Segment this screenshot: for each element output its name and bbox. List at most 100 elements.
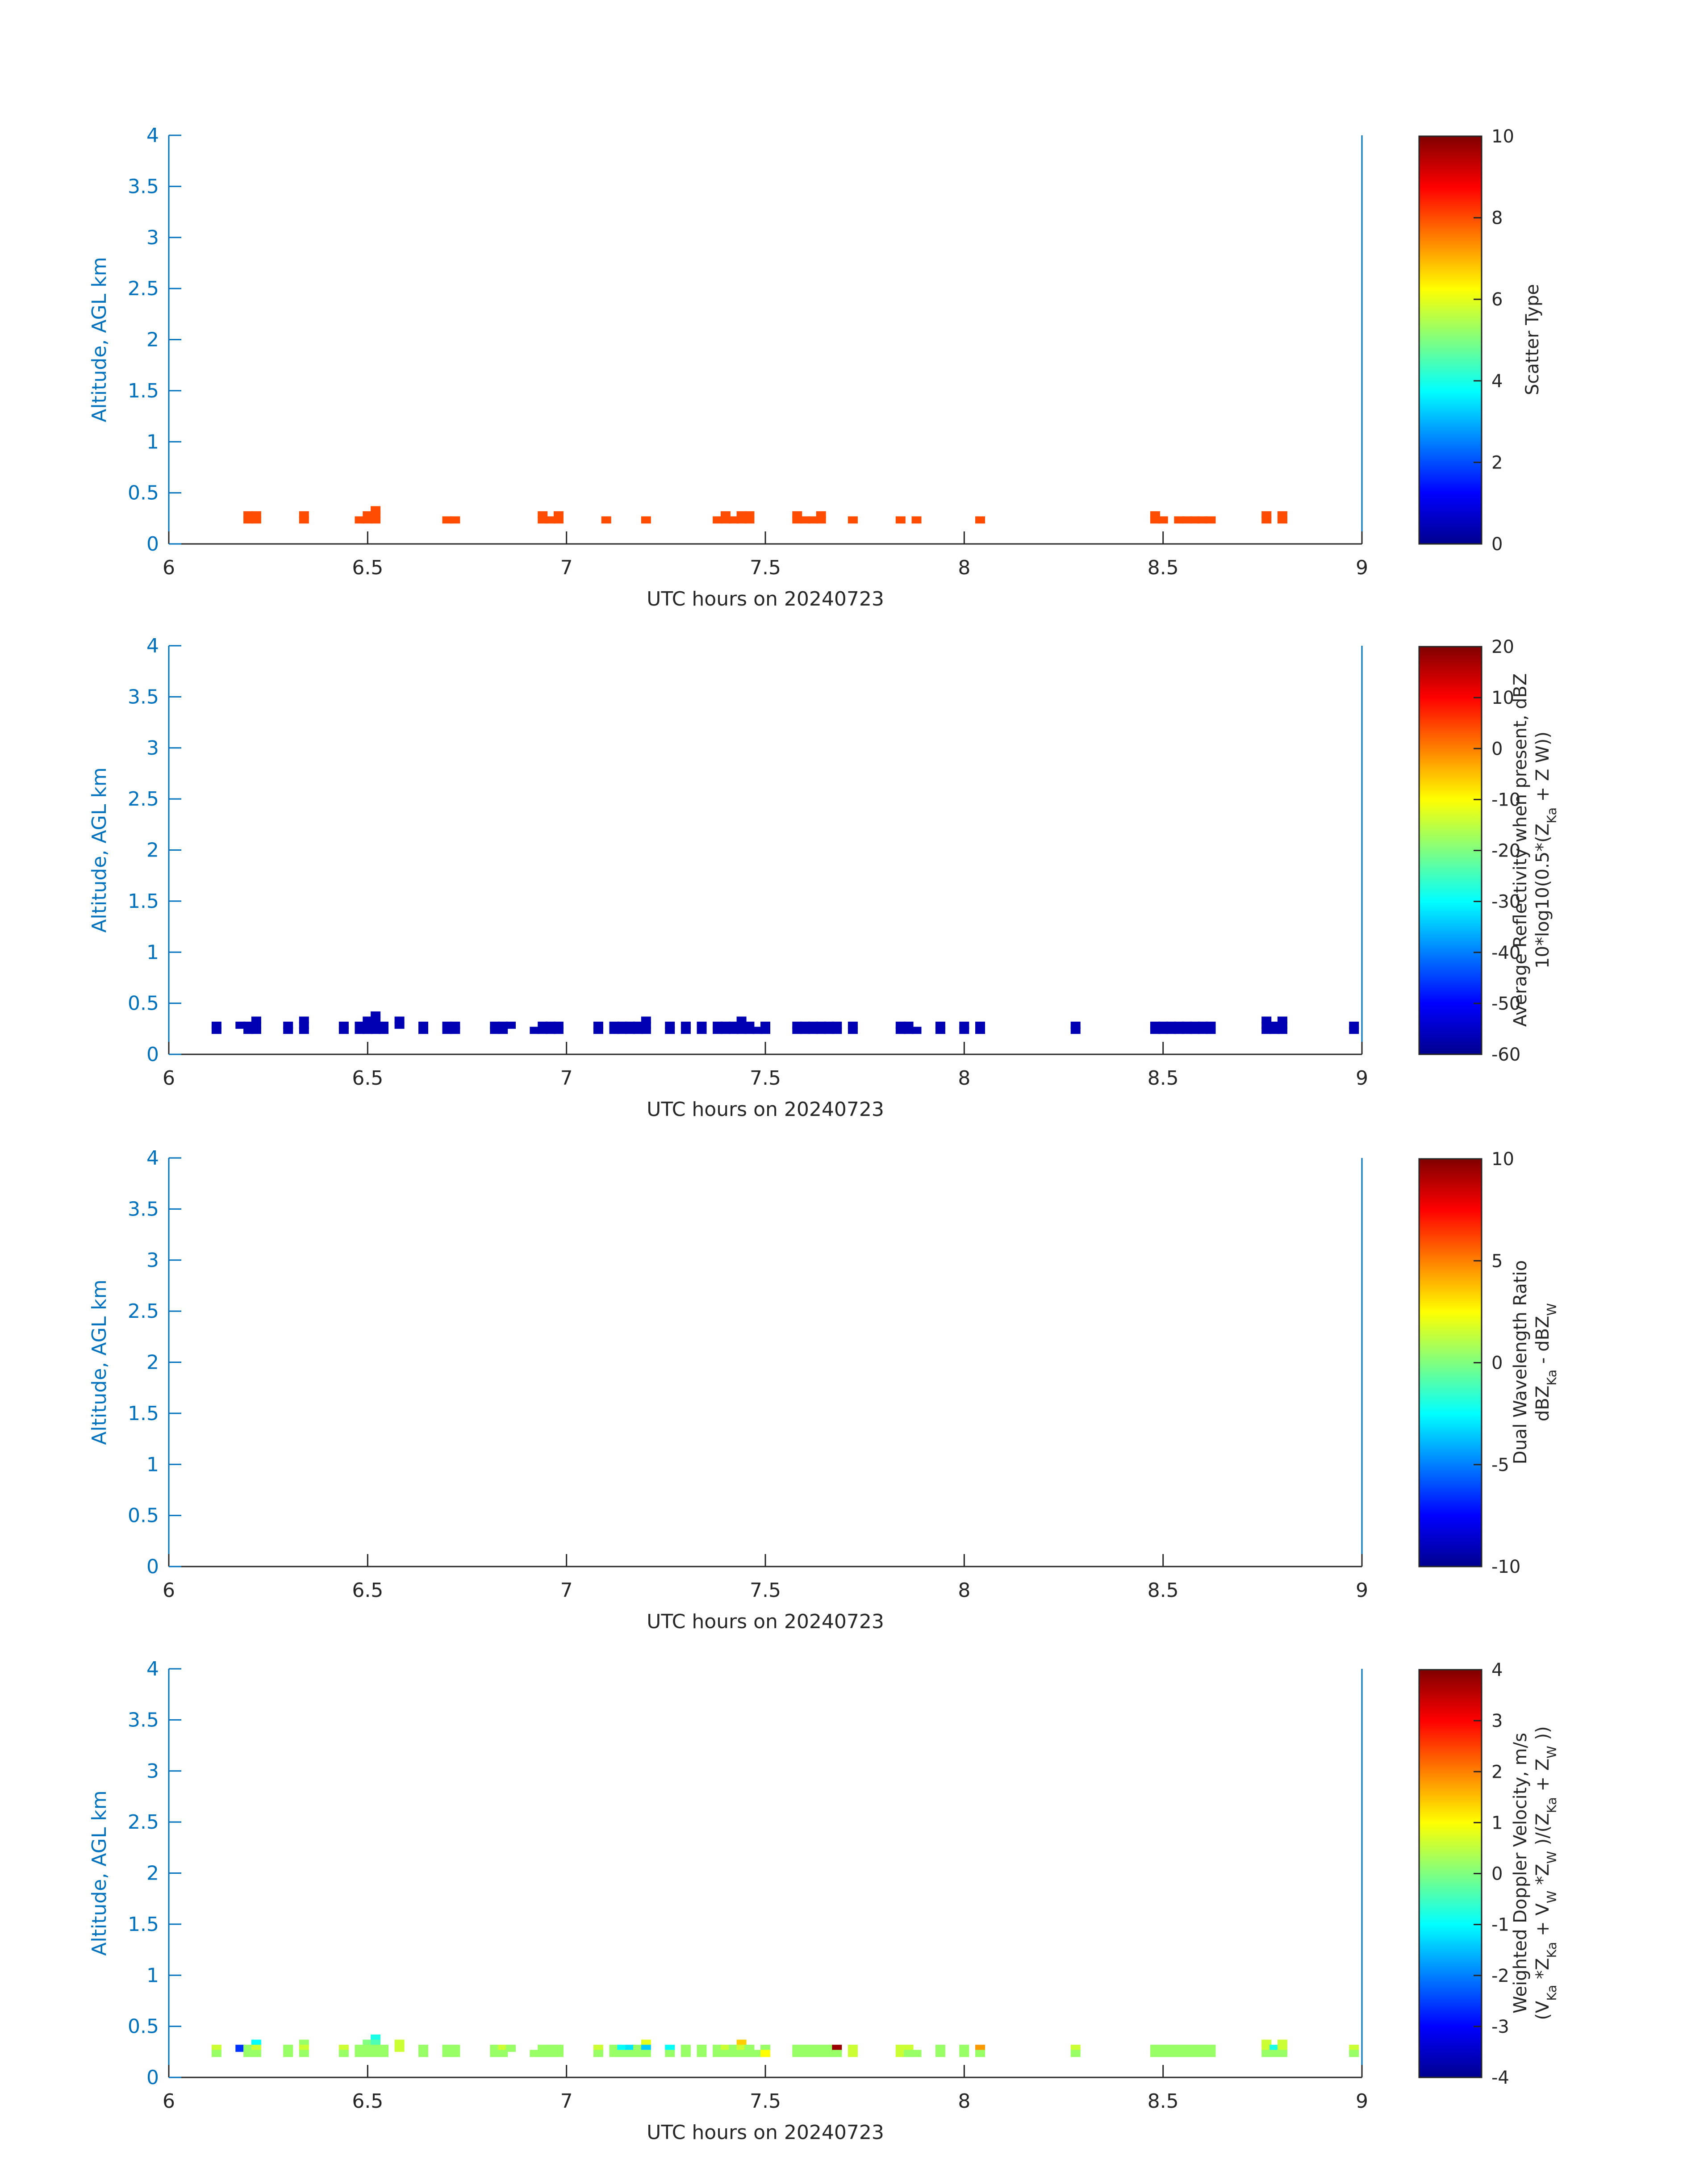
x-tick-label: 7 bbox=[560, 1579, 573, 1602]
heatmap-cell bbox=[394, 2044, 405, 2052]
heatmap-cell bbox=[752, 2050, 763, 2057]
heatmap-cell bbox=[211, 2050, 221, 2057]
x-tick-label: 9 bbox=[1356, 1067, 1368, 1090]
x-tick-label: 9 bbox=[1356, 1579, 1368, 1602]
heatmap-cell bbox=[251, 1027, 261, 1034]
panels-container: 6 6.5 7 7.5 8 8.5 9 0 0.5 1 1.5 2 2.5 3 3.5 4 UTC hours … bbox=[88, 124, 1559, 2144]
y-tick-label: 3.5 bbox=[128, 175, 159, 198]
y-tick-label: 0.5 bbox=[128, 482, 159, 505]
heatmap-cell bbox=[251, 2050, 261, 2057]
heatmap-cell bbox=[490, 1027, 500, 1034]
heatmap-cell bbox=[681, 2050, 691, 2057]
heatmap-cell bbox=[1070, 2050, 1081, 2057]
x-tick-label: 8.5 bbox=[1148, 556, 1179, 579]
colorbar-tick-label: -1 bbox=[1491, 1915, 1509, 1935]
heatmap-cell bbox=[744, 516, 755, 524]
colorbar-tick-label: -30 bbox=[1491, 892, 1520, 912]
heatmap-cell bbox=[538, 1027, 548, 1034]
heatmap-cell bbox=[713, 1027, 723, 1034]
y-tick-label: 1.5 bbox=[128, 890, 159, 913]
heatmap-cell bbox=[911, 2050, 922, 2057]
x-tick-label: 7.5 bbox=[750, 1579, 781, 1602]
colorbar-tick-label: 10 bbox=[1491, 126, 1514, 147]
heatmap-cell bbox=[379, 1027, 388, 1034]
y-tick-label: 2.5 bbox=[128, 788, 159, 811]
colorbar-tick-label: 8 bbox=[1491, 208, 1503, 229]
heatmap-cell bbox=[355, 516, 365, 524]
plot-area bbox=[169, 135, 1362, 544]
x-tick-label: 6 bbox=[163, 1067, 175, 1090]
colorbar-tick-label: 2 bbox=[1491, 452, 1503, 473]
heatmap-cell bbox=[1166, 2050, 1176, 2057]
y-tick-label: 3 bbox=[146, 1760, 159, 1783]
heatmap-cell bbox=[251, 516, 261, 524]
heatmap-cell bbox=[665, 1027, 675, 1034]
heatmap-cell bbox=[553, 516, 564, 524]
heatmap-cell bbox=[625, 2050, 635, 2057]
y-tick-label: 1 bbox=[146, 1453, 159, 1476]
heatmap-cell bbox=[792, 516, 802, 524]
heatmap-cell bbox=[792, 1027, 802, 1034]
y-tick-label: 1.5 bbox=[128, 380, 159, 402]
y-tick-label: 2.5 bbox=[128, 1811, 159, 1834]
heatmap-cell bbox=[728, 2050, 739, 2057]
heatmap-cell bbox=[720, 516, 731, 524]
colorbar bbox=[1418, 135, 1482, 545]
heatmap-cell bbox=[959, 2050, 969, 2057]
panel-4: 6 6.5 7 7.5 8 8.5 9 0 0.5 1 1.5 2 2.5 3 3.5 4 UTC hours … bbox=[88, 1658, 1559, 2144]
x-tick-label: 8 bbox=[958, 2090, 970, 2113]
heatmap-cell bbox=[450, 2050, 460, 2057]
heatmap-cell bbox=[363, 2050, 373, 2057]
colorbar-tick-label: 0 bbox=[1491, 739, 1503, 759]
x-tick-label: 8 bbox=[958, 1579, 970, 1602]
panel-2: 6 6.5 7 7.5 8 8.5 9 0 0.5 1 1.5 2 2.5 3 3.5 4 UTC hours … bbox=[88, 635, 1559, 1121]
heatmap-cell bbox=[975, 1027, 985, 1034]
heatmap-cell bbox=[911, 1027, 922, 1034]
heatmap-cell bbox=[800, 1027, 810, 1034]
x-tick-label: 6 bbox=[163, 1579, 175, 1602]
heatmap-cell bbox=[1206, 1027, 1216, 1034]
heatmap-cell bbox=[800, 516, 810, 524]
x-tick-label: 6.5 bbox=[352, 1579, 383, 1602]
heatmap-cell bbox=[235, 1021, 246, 1029]
plot-area bbox=[169, 646, 1362, 1054]
colorbar-tick-label: -3 bbox=[1491, 2017, 1509, 2037]
heatmap-cell bbox=[243, 1027, 254, 1034]
heatmap-cell bbox=[697, 2050, 707, 2057]
colorbar bbox=[1418, 646, 1482, 1055]
heatmap-cell bbox=[800, 2050, 810, 2057]
heatmap-cell bbox=[1277, 2050, 1287, 2057]
heatmap-cell bbox=[633, 2050, 643, 2057]
heatmap-cell bbox=[903, 1027, 914, 1034]
panel-3: 6 6.5 7 7.5 8 8.5 9 0 0.5 1 1.5 2 2.5 3 3.5 4 UTC hours … bbox=[88, 1147, 1559, 1633]
heatmap-cell bbox=[641, 1027, 651, 1034]
plot-area bbox=[169, 1669, 1362, 2077]
heatmap-cell bbox=[617, 2050, 627, 2057]
y-tick-label: 2 bbox=[146, 1351, 159, 1374]
heatmap-cell bbox=[299, 2050, 309, 2057]
heatmap-cell bbox=[1277, 516, 1287, 524]
heatmap-cell bbox=[546, 516, 555, 524]
colorbar-tick-label: 0 bbox=[1491, 1353, 1503, 1374]
y-tick-label: 3 bbox=[146, 737, 159, 760]
heatmap-cell bbox=[538, 2050, 548, 2057]
heatmap-cell bbox=[736, 1027, 747, 1034]
colorbar-tick-label: -50 bbox=[1491, 994, 1520, 1014]
heatmap-cell bbox=[530, 1027, 540, 1034]
heatmap-cell bbox=[760, 2050, 770, 2057]
heatmap-cell bbox=[243, 516, 254, 524]
colorbar-label: Average Reflectivity when present, dBZ bbox=[1510, 673, 1531, 1027]
y-tick-label: 4 bbox=[146, 1147, 159, 1170]
heatmap-cell bbox=[1206, 2050, 1216, 2057]
heatmap-cell bbox=[895, 1027, 906, 1034]
colorbar-tick-label: -40 bbox=[1491, 943, 1520, 963]
heatmap-cell bbox=[546, 1027, 555, 1034]
y-tick-label: 0 bbox=[146, 1043, 159, 1066]
y-tick-label: 4 bbox=[146, 124, 159, 147]
heatmap-cells bbox=[211, 1011, 1359, 1034]
y-tick-label: 0 bbox=[146, 2066, 159, 2089]
heatmap-cell bbox=[681, 1027, 691, 1034]
heatmap-cell bbox=[498, 2050, 508, 2057]
heatmap-cell bbox=[911, 516, 922, 524]
y-tick-label: 2 bbox=[146, 1862, 159, 1885]
